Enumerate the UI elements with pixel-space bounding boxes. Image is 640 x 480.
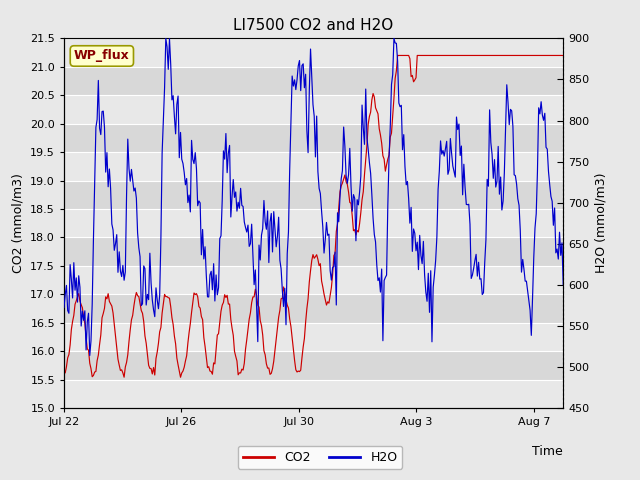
Bar — [64, 152, 563, 180]
Bar — [64, 323, 563, 351]
Bar — [64, 294, 563, 323]
Bar — [64, 124, 563, 152]
Y-axis label: CO2 (mmol/m3): CO2 (mmol/m3) — [12, 173, 25, 273]
Text: Time: Time — [532, 445, 563, 458]
Text: WP_flux: WP_flux — [74, 49, 130, 62]
Bar — [64, 380, 563, 408]
Bar — [64, 351, 563, 380]
Bar — [64, 209, 563, 238]
Title: LI7500 CO2 and H2O: LI7500 CO2 and H2O — [234, 18, 394, 33]
Bar — [64, 238, 563, 266]
Bar — [64, 38, 563, 67]
Y-axis label: H2O (mmol/m3): H2O (mmol/m3) — [595, 173, 608, 274]
Bar — [64, 67, 563, 95]
Bar — [64, 180, 563, 209]
Bar — [64, 95, 563, 124]
Legend: CO2, H2O: CO2, H2O — [237, 446, 403, 469]
Bar — [64, 266, 563, 294]
